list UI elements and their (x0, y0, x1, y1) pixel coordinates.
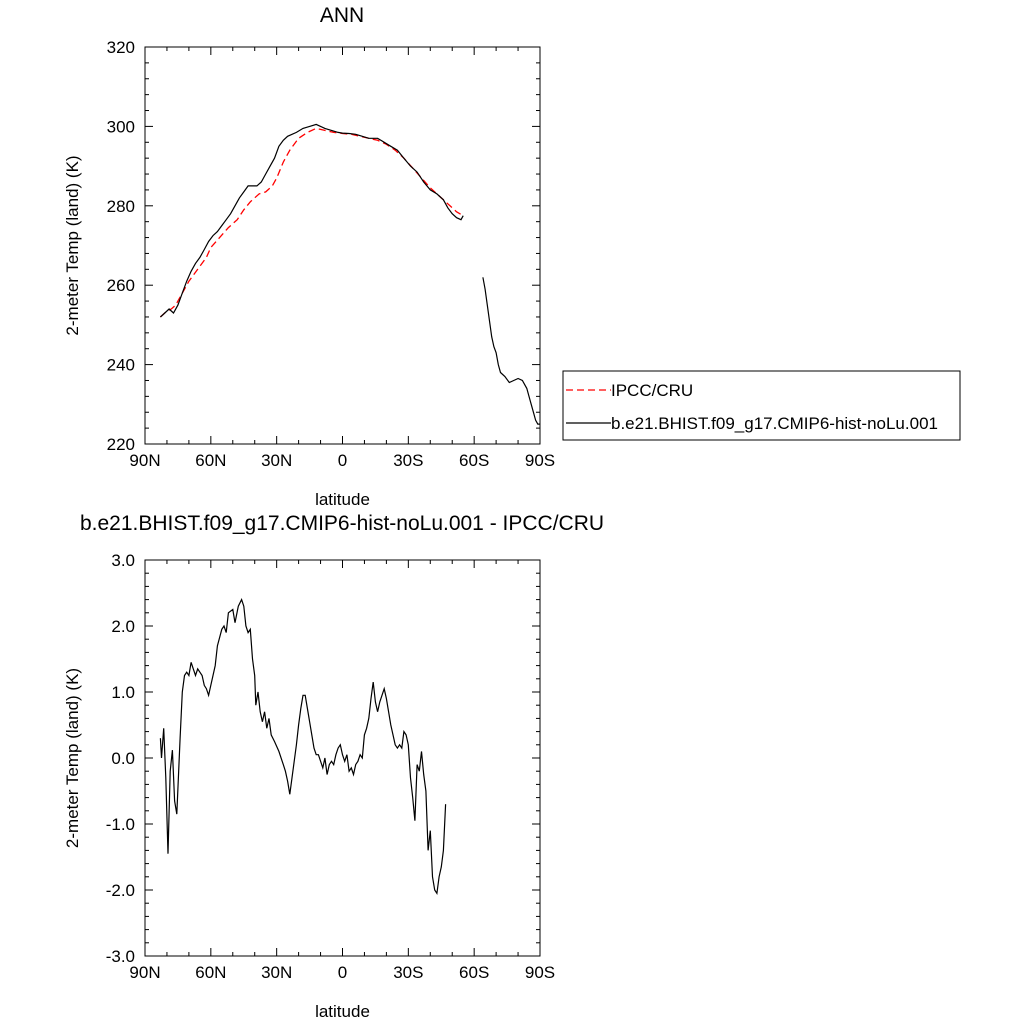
series-line-1-segment-1 (482, 277, 540, 425)
x-tick-label: 60S (459, 963, 489, 982)
y-tick-label: 1.0 (111, 683, 135, 702)
x-tick-label: 30N (261, 451, 292, 470)
x-tick-label: 90N (129, 963, 160, 982)
legend-box (562, 370, 961, 441)
plot-frame (144, 46, 541, 445)
y-axis-label: 2-meter Temp (land) (K) (63, 668, 82, 848)
x-tick-label: 90S (525, 963, 555, 982)
chart-title: ANN (320, 4, 364, 27)
plot-frame (144, 559, 541, 957)
x-tick-label: 60S (459, 451, 489, 470)
y-tick-label: 260 (107, 276, 135, 295)
x-tick-label: 30S (393, 451, 423, 470)
chart-legend: IPCC/CRU b.e21.BHIST.f09_g17.CMIP6-hist-n… (562, 370, 961, 441)
series-line-1-segment-0 (159, 123, 464, 318)
y-tick-label: 3.0 (111, 551, 135, 570)
x-tick-label: 30S (393, 963, 423, 982)
chart-panel-bottom: b.e21.BHIST.f09_g17.CMIP6-hist-noLu.001 … (63, 512, 604, 1021)
x-tick-label: 90N (129, 451, 160, 470)
y-tick-label: 240 (107, 356, 135, 375)
y-tick-label: -1.0 (106, 815, 135, 834)
x-tick-label: 60N (195, 963, 226, 982)
x-tick-label: 90S (525, 451, 555, 470)
x-tick-label: 30N (261, 963, 292, 982)
legend-label-1: b.e21.BHIST.f09_g17.CMIP6-hist-noLu.001 (611, 414, 938, 433)
y-tick-label: -2.0 (106, 881, 135, 900)
y-tick-label: -3.0 (106, 947, 135, 966)
x-tick-label: 0 (338, 451, 347, 470)
chart-title: b.e21.BHIST.f09_g17.CMIP6-hist-noLu.001 … (80, 512, 604, 535)
x-axis-label: latitude (315, 490, 370, 509)
y-tick-label: 0.0 (111, 749, 135, 768)
chart-panel-top: ANN 90N 60N 30N 0 30S 60S 90S 220 240 260 280 300 320… (63, 4, 555, 509)
y-tick-label: 300 (107, 117, 135, 136)
y-tick-label: 280 (107, 197, 135, 216)
series-line-0-segment-0 (159, 598, 447, 895)
y-axis-label: 2-meter Temp (land) (K) (63, 155, 82, 335)
legend-label-0: IPCC/CRU (611, 381, 693, 400)
x-tick-label: 60N (195, 451, 226, 470)
y-tick-label: 320 (107, 38, 135, 57)
x-tick-label: 0 (338, 963, 347, 982)
x-axis-label: latitude (315, 1002, 370, 1021)
series-line-0-segment-0 (159, 127, 464, 318)
y-tick-label: 220 (107, 435, 135, 454)
y-tick-label: 2.0 (111, 617, 135, 636)
